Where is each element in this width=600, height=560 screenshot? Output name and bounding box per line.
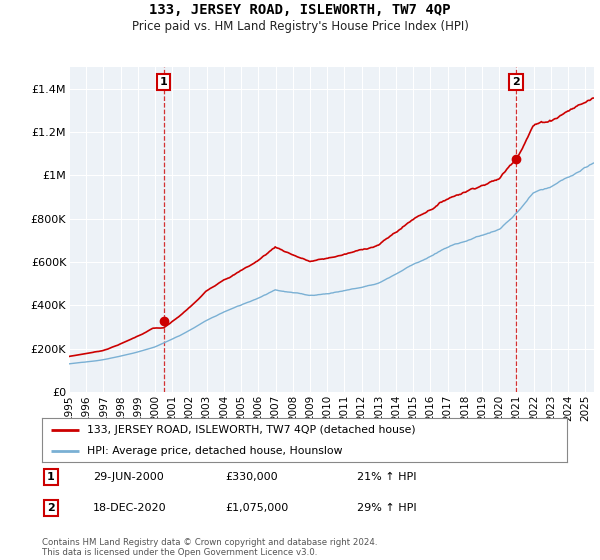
Text: £1,075,000: £1,075,000 [225,503,288,513]
Text: 133, JERSEY ROAD, ISLEWORTH, TW7 4QP: 133, JERSEY ROAD, ISLEWORTH, TW7 4QP [149,3,451,17]
Text: 2: 2 [47,503,55,513]
Text: 1: 1 [47,472,55,482]
Text: HPI: Average price, detached house, Hounslow: HPI: Average price, detached house, Houn… [86,446,342,456]
Text: Price paid vs. HM Land Registry's House Price Index (HPI): Price paid vs. HM Land Registry's House … [131,20,469,33]
Text: 29-JUN-2000: 29-JUN-2000 [93,472,164,482]
Text: 133, JERSEY ROAD, ISLEWORTH, TW7 4QP (detached house): 133, JERSEY ROAD, ISLEWORTH, TW7 4QP (de… [86,425,415,435]
Text: 2: 2 [512,77,520,87]
Text: 29% ↑ HPI: 29% ↑ HPI [357,503,416,513]
Text: £330,000: £330,000 [225,472,278,482]
Text: 18-DEC-2020: 18-DEC-2020 [93,503,167,513]
Text: Contains HM Land Registry data © Crown copyright and database right 2024.
This d: Contains HM Land Registry data © Crown c… [42,538,377,557]
Text: 21% ↑ HPI: 21% ↑ HPI [357,472,416,482]
Text: 1: 1 [160,77,167,87]
